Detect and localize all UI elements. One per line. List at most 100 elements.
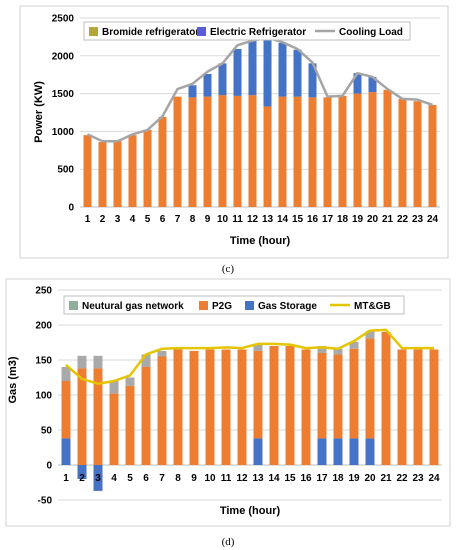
x-tick-label: 11	[232, 214, 243, 225]
legend-label: MT&GB	[354, 301, 391, 312]
bar-p2g	[397, 349, 407, 465]
bar-bromide-refrigerator	[398, 98, 407, 207]
x-tick-label: 11	[221, 473, 232, 484]
y-tick-label: 200	[35, 321, 52, 332]
bar-bromide-refrigerator	[293, 96, 302, 207]
bar-neutural-gas-network	[365, 331, 375, 339]
bar-gas-storage	[317, 438, 327, 465]
x-tick-label: 9	[191, 473, 197, 484]
bar-electric-refrigerator	[233, 48, 242, 96]
bar-p2g	[77, 368, 87, 465]
x-tick-label: 8	[175, 473, 181, 484]
bar-neutural-gas-network	[141, 354, 151, 367]
bar-electric-refrigerator	[263, 39, 272, 107]
x-tick-label: 24	[427, 214, 439, 225]
legend-label: Gas Storage	[258, 301, 317, 312]
y-tick-label: 0	[68, 203, 74, 214]
legend-swatch	[245, 301, 254, 310]
bar-electric-refrigerator	[308, 63, 317, 98]
bar-gas-storage	[333, 438, 343, 465]
chart-d-bars	[61, 331, 439, 491]
bar-bromide-refrigerator	[323, 97, 332, 207]
bar-p2g	[157, 356, 167, 465]
y-tick-label: 250	[35, 286, 52, 297]
bar-neutural-gas-network	[157, 350, 167, 357]
x-tick-label: 3	[95, 473, 101, 484]
x-tick-label: 17	[316, 473, 328, 484]
y-tick-label: -50	[38, 496, 53, 507]
x-tick-label: 21	[382, 214, 394, 225]
bar-electric-refrigerator	[368, 76, 377, 93]
bar-bromide-refrigerator	[158, 117, 167, 207]
bar-neutural-gas-network	[253, 343, 263, 351]
bar-electric-refrigerator	[278, 42, 287, 97]
caption-d: (d)	[222, 536, 235, 548]
x-tick-label: 21	[380, 473, 392, 484]
x-tick-label: 13	[262, 214, 274, 225]
y-tick-label: 0	[46, 461, 52, 472]
x-tick-label: 24	[428, 473, 440, 484]
bar-neutural-gas-network	[61, 367, 71, 381]
legend-box	[63, 295, 405, 315]
x-tick-label: 20	[367, 214, 379, 225]
bar-gas-storage	[61, 438, 71, 465]
legend-box	[83, 21, 411, 41]
bar-bromide-refrigerator	[248, 95, 257, 207]
x-tick-label: 2	[100, 214, 106, 225]
x-tick-label: 4	[111, 473, 117, 484]
x-tick-label: 2	[79, 473, 85, 484]
bar-bromide-refrigerator	[128, 135, 137, 207]
bar-bromide-refrigerator	[113, 141, 122, 207]
y-tick-label: 2000	[52, 51, 75, 62]
x-tick-label: 10	[204, 473, 216, 484]
caption-c: (c)	[222, 263, 235, 275]
bar-bromide-refrigerator	[203, 96, 212, 207]
x-tick-label: 1	[63, 473, 69, 484]
bar-electric-refrigerator	[203, 73, 212, 97]
y-tick-label: 1000	[52, 127, 75, 138]
bar-neutural-gas-network	[77, 355, 87, 369]
chart-d-xticks: 1 2 3 4 5 6 7 8 9 10 11 12 13 14 15 16 17 18 19 20 21 22 23 24	[63, 473, 440, 484]
x-tick-label: 10	[217, 214, 229, 225]
x-tick-label: 12	[236, 473, 248, 484]
y-tick-label: 100	[35, 391, 52, 402]
bar-bromide-refrigerator	[188, 97, 197, 207]
bar-p2g	[221, 349, 231, 465]
x-tick-label: 22	[396, 473, 408, 484]
bar-bromide-refrigerator	[353, 93, 362, 207]
x-tick-label: 14	[277, 214, 289, 225]
bar-p2g	[141, 367, 151, 465]
x-tick-label: 4	[130, 214, 136, 225]
line-mt-gb	[65, 328, 434, 386]
bar-p2g	[365, 338, 375, 439]
chart-d-grid	[58, 289, 442, 501]
bar-p2g	[381, 332, 391, 465]
bar-bromide-refrigerator	[308, 97, 317, 207]
bar-electric-refrigerator	[218, 63, 227, 96]
bar-p2g	[333, 354, 343, 439]
chart-c-xlabel: Time (hour)	[230, 235, 291, 247]
bar-bromide-refrigerator	[368, 92, 377, 207]
chart-d-xlabel: Time (hour)	[220, 505, 281, 517]
y-tick-label: 1500	[52, 89, 75, 100]
bar-p2g	[285, 346, 295, 465]
chart-c-bars	[83, 39, 437, 207]
bar-p2g	[189, 350, 199, 465]
y-tick-label: 2500	[52, 14, 75, 25]
bar-p2g	[237, 349, 247, 465]
x-tick-label: 23	[412, 473, 424, 484]
bar-p2g	[413, 349, 423, 465]
x-tick-label: 12	[247, 214, 259, 225]
bar-neutural-gas-network	[317, 346, 327, 353]
x-tick-label: 14	[268, 473, 280, 484]
bar-bromide-refrigerator	[383, 89, 392, 207]
bar-p2g	[429, 349, 439, 465]
x-tick-label: 17	[322, 214, 334, 225]
bar-bromide-refrigerator	[338, 95, 347, 207]
bar-p2g	[125, 385, 135, 465]
bar-bromide-refrigerator	[98, 141, 107, 207]
bar-neutural-gas-network	[349, 341, 359, 349]
x-tick-label: 16	[307, 214, 319, 225]
x-tick-label: 6	[160, 214, 166, 225]
y-tick-label: 500	[57, 165, 74, 176]
